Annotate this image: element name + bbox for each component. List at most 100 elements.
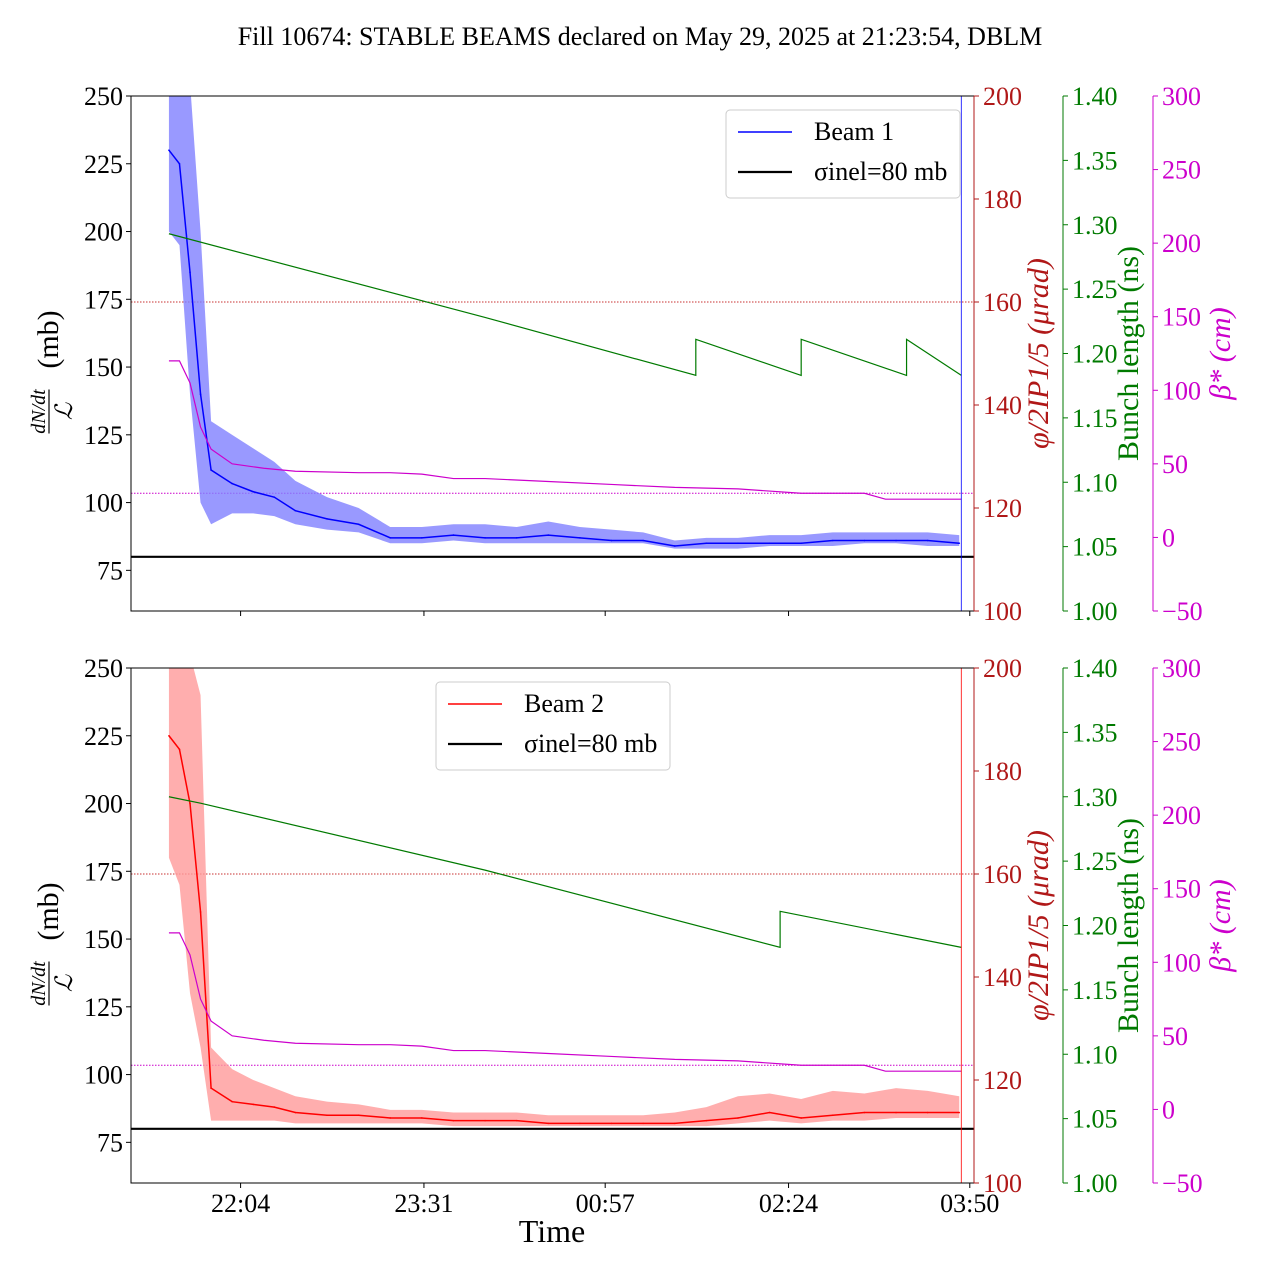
beta-tick-label: 50 <box>1162 450 1188 479</box>
plot-area <box>131 96 974 611</box>
x-axis-label: Time <box>519 1213 585 1249</box>
beam-point <box>515 1119 518 1122</box>
bunch-tick-label: 1.20 <box>1072 340 1118 369</box>
y-axis-label-numerator: dN/dt <box>28 961 50 1006</box>
bunch-axis-label: Bunch length (ns) <box>1112 246 1145 461</box>
bunch-tick-label: 1.20 <box>1072 912 1118 941</box>
beam-point <box>178 748 181 751</box>
bunch-tick-label: 1.05 <box>1072 533 1118 562</box>
bunch-tick-label: 1.05 <box>1072 1105 1118 1134</box>
beta-tick-label: 100 <box>1162 376 1201 405</box>
bottom-panel: 75 100 125 150 175 200 225 250 dN/dt ℒ (mb) 22:04 23… <box>28 654 1237 1218</box>
beam-point <box>547 1122 550 1125</box>
x-tick-label: 23:31 <box>394 1189 453 1218</box>
x-tick-label: 02:24 <box>759 1189 818 1218</box>
beam-point <box>768 1111 771 1114</box>
beta-tick-label: 250 <box>1162 728 1201 757</box>
beam-point <box>421 1117 423 1119</box>
phi-tick-label: 200 <box>983 654 1022 683</box>
beam-point <box>705 1119 708 1122</box>
top-panel: 75 100 125 150 175 200 225 250 dN/dt ℒ (mb) 100 120 1… <box>28 82 1237 626</box>
beam-point <box>294 1111 297 1114</box>
y-tick-label: 100 <box>84 1061 123 1090</box>
x-tick-label: 00:57 <box>576 1189 635 1218</box>
bunch-tick-label: 1.00 <box>1072 597 1118 626</box>
beam-point <box>189 271 191 273</box>
y-tick-label: 225 <box>84 150 123 179</box>
bunch-length-line <box>168 796 962 949</box>
legend-beam-label: Beam 1 <box>814 117 894 146</box>
y-tick-label: 250 <box>84 82 123 111</box>
figure-title: Fill 10674: STABLE BEAMS declared on May… <box>238 22 1043 51</box>
bunch-tick-label: 1.40 <box>1072 654 1118 683</box>
x-tick-label: 03:50 <box>940 1189 999 1218</box>
y-tick-label: 250 <box>84 654 123 683</box>
x-tick-label: 22:04 <box>211 1189 270 1218</box>
bunch-tick-label: 1.25 <box>1072 847 1118 876</box>
beam-point <box>642 1122 644 1125</box>
beta-tick-label: 100 <box>1162 948 1201 977</box>
beam-point <box>547 534 550 536</box>
beam-point <box>642 539 644 542</box>
bunch-tick-label: 1.10 <box>1072 1040 1118 1069</box>
y-axis-label-unit: (mb) <box>32 882 65 940</box>
y-tick-label: 100 <box>84 489 123 518</box>
phi-axis-label: φ/2IP1/5 (μrad) <box>1022 830 1055 1021</box>
y-tick-label: 200 <box>84 218 123 247</box>
beam-point <box>252 490 255 493</box>
beta-tick-label: 300 <box>1162 654 1201 683</box>
phi-tick-label: 180 <box>983 185 1022 214</box>
beam-point <box>326 1114 328 1117</box>
legend: Beam 2 σinel=80 mb <box>435 681 671 771</box>
phi-tick-label: 120 <box>983 1066 1022 1095</box>
y-tick-label: 125 <box>84 993 123 1022</box>
beta-star-line <box>168 932 962 1072</box>
beam-point <box>178 162 181 165</box>
y-tick-label: 175 <box>84 285 123 314</box>
beam-point <box>357 1114 360 1117</box>
bunch-axis-label: Bunch length (ns) <box>1112 818 1145 1033</box>
bunch-tick-label: 1.00 <box>1072 1169 1118 1198</box>
beam-point <box>579 1122 581 1125</box>
beam-point <box>273 496 276 498</box>
beta-axis-label: β* (cm) <box>1204 307 1237 400</box>
y-tick-label: 75 <box>97 1128 123 1157</box>
beam-point <box>673 545 676 547</box>
beam-point <box>515 537 518 539</box>
legend: Beam 1 σinel=80 mb <box>725 109 961 199</box>
y-tick-label: 150 <box>84 353 123 382</box>
beam-point <box>895 539 897 542</box>
bunch-tick-label: 1.15 <box>1072 976 1118 1005</box>
beam-band <box>168 668 960 1127</box>
beam-point <box>768 542 771 545</box>
beam-point <box>168 149 170 152</box>
y-axis-label-denominator: ℒ <box>52 974 78 992</box>
phi-tick-label: 180 <box>983 757 1022 786</box>
beam-line <box>168 149 960 547</box>
beta-tick-label: 250 <box>1162 156 1201 185</box>
beta-tick-label: 0 <box>1162 1095 1175 1124</box>
beam-point <box>231 482 233 485</box>
beta-star-line <box>168 360 962 500</box>
legend-sigma-label: σinel=80 mb <box>524 729 657 758</box>
beam-point <box>210 469 212 471</box>
beam-point <box>705 542 708 545</box>
beam-point <box>326 518 328 520</box>
beam-point <box>252 1103 255 1106</box>
phi-axis-label: φ/2IP1/5 (μrad) <box>1022 258 1055 449</box>
y-tick-label: 200 <box>84 790 123 819</box>
beta-axis-label: β* (cm) <box>1204 879 1237 972</box>
beam-point <box>610 539 613 542</box>
beam-point <box>737 542 739 545</box>
plot-area <box>131 668 974 1183</box>
beta-tick-label: 0 <box>1162 523 1175 552</box>
y-axis-label-denominator: ℒ <box>52 402 78 420</box>
beam-point <box>579 537 581 539</box>
phi-tick-label: 140 <box>983 963 1022 992</box>
beam-point <box>895 1111 897 1114</box>
y-tick-label: 225 <box>84 722 123 751</box>
beam-point <box>210 1087 212 1089</box>
beam-point <box>389 1117 392 1119</box>
beam-point <box>484 1119 486 1122</box>
